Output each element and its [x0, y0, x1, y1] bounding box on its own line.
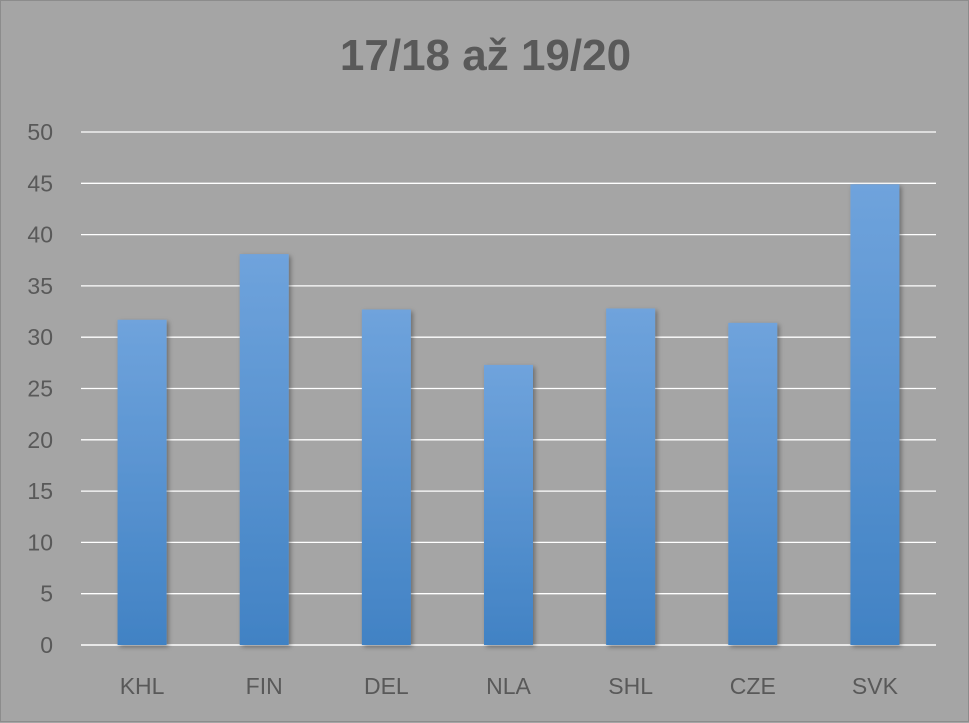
- x-axis-tick-labels: KHL FIN DEL NLA SHL CZE SVK: [120, 673, 899, 699]
- y-tick-label: 40: [27, 222, 53, 248]
- y-tick-label: 15: [27, 478, 53, 504]
- y-tick-label: 25: [27, 376, 53, 402]
- y-tick-label: 0: [40, 632, 53, 658]
- y-tick-label: 5: [40, 581, 53, 607]
- x-tick-label-shl: SHL: [608, 673, 653, 699]
- bar-del: [361, 309, 411, 645]
- x-tick-label-svk: SVK: [852, 673, 899, 699]
- bars: [117, 184, 900, 646]
- bar-khl: [117, 319, 167, 645]
- chart-title: 17/18 až 19/20: [339, 31, 632, 80]
- bar-shl: [606, 308, 656, 645]
- y-tick-label: 20: [27, 427, 53, 453]
- y-tick-label: 45: [27, 170, 53, 196]
- y-tick-label: 10: [27, 529, 53, 555]
- y-axis-tick-labels: 0 5 10 15 20 25 30 35 40 45 50: [27, 119, 53, 658]
- x-tick-label-del: DEL: [364, 673, 409, 699]
- bar-nla: [484, 364, 533, 645]
- x-tick-label-khl: KHL: [120, 673, 165, 699]
- bar-fin: [239, 254, 289, 645]
- bar-svk: [850, 184, 900, 646]
- x-tick-label-cze: CZE: [730, 673, 776, 699]
- bar-cze: [728, 322, 778, 645]
- y-tick-label: 35: [27, 273, 53, 299]
- y-tick-label: 30: [27, 324, 53, 350]
- x-tick-label-nla: NLA: [486, 673, 531, 699]
- y-tick-label: 50: [27, 119, 53, 145]
- x-tick-label-fin: FIN: [246, 673, 283, 699]
